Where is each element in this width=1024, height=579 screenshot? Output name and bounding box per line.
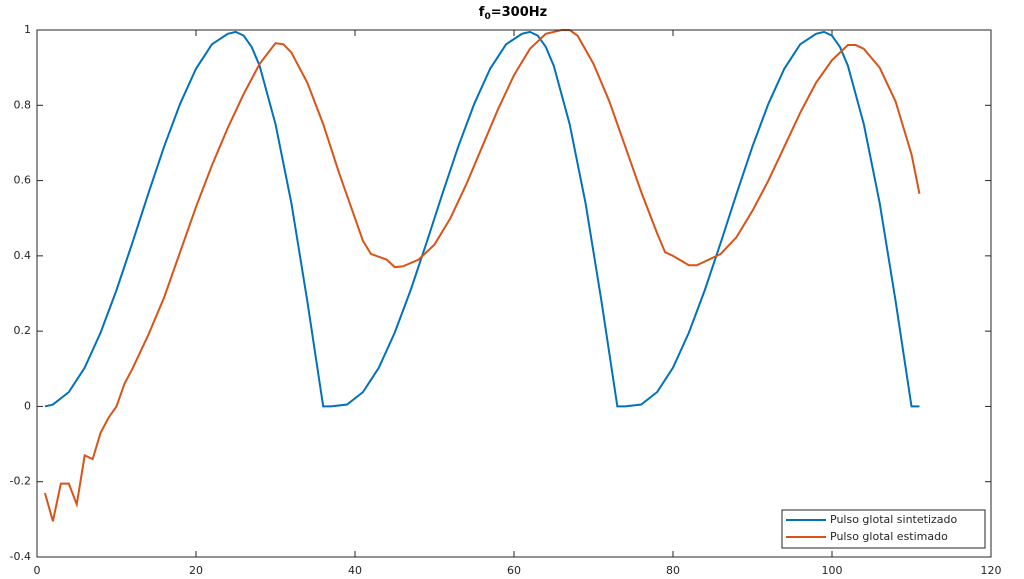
- legend-box: [781, 509, 986, 549]
- legend-label: Pulso glotal estimado: [830, 530, 948, 543]
- y-tick-label: 0.2: [14, 324, 32, 337]
- chart-title: f0=300Hz: [479, 5, 547, 22]
- x-tick-label: 60: [507, 564, 521, 577]
- series-line: [43, 29, 921, 522]
- y-tick-label: 0.4: [14, 249, 32, 262]
- y-tick-label: -0.4: [10, 550, 31, 563]
- x-tick-label: 0: [34, 564, 41, 577]
- x-tick-label: 40: [348, 564, 362, 577]
- x-tick-label: 80: [666, 564, 680, 577]
- y-tick-label: 1: [24, 23, 31, 36]
- x-tick-label: 20: [189, 564, 203, 577]
- y-tick-label: -0.2: [10, 475, 31, 488]
- x-tick-label: 120: [981, 564, 1002, 577]
- series-line: [44, 30, 920, 408]
- y-tick-label: 0: [24, 399, 31, 412]
- x-tick-label: 100: [822, 564, 843, 577]
- legend-label: Pulso glotal sintetizado: [830, 513, 958, 526]
- title-rest: =300Hz: [491, 5, 547, 20]
- y-tick-label: 0.8: [14, 98, 32, 111]
- y-tick-label: 0.6: [14, 174, 32, 187]
- axes-box: [36, 29, 992, 558]
- title-base: f: [479, 5, 485, 20]
- plot-area: [37, 30, 991, 557]
- legend: Pulso glotal sintetizado Pulso glotal est…: [781, 509, 986, 549]
- title-subscript: 0: [484, 12, 490, 22]
